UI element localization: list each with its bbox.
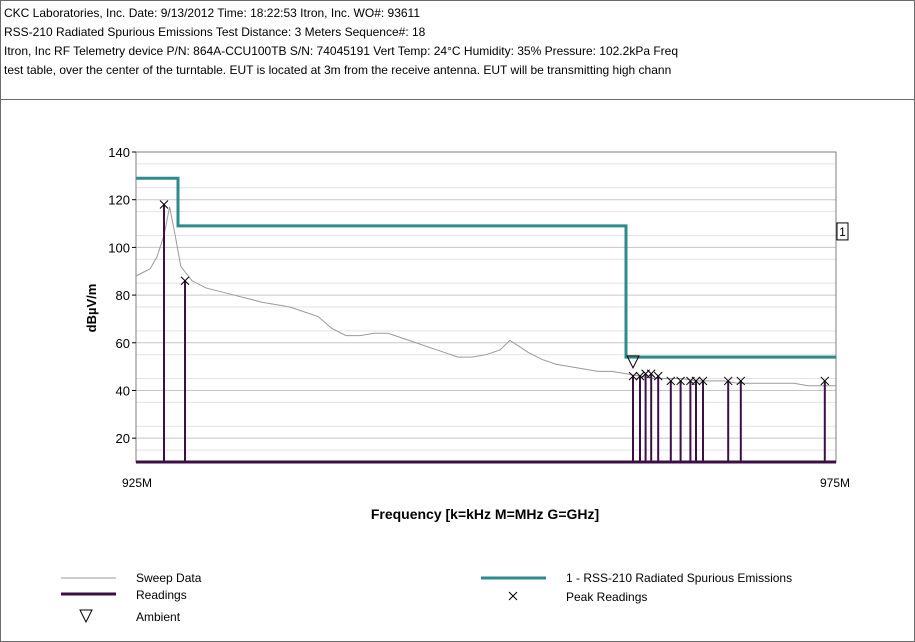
peak-reading-marker: [723, 376, 733, 386]
peak-reading-marker: [628, 371, 638, 381]
x-axis-ticks: 925M 975M: [122, 476, 850, 490]
header-line-test: RSS-210 Radiated Spurious Emissions Test…: [4, 25, 426, 39]
legend-ambient-label: Ambient: [136, 610, 181, 624]
legend-peak-marker: [508, 591, 518, 601]
peak-reading-marker: [820, 376, 830, 386]
y-tick-label: 20: [116, 431, 130, 446]
legend-sweep-label: Sweep Data: [136, 571, 202, 585]
y-tick-label: 60: [116, 336, 130, 351]
peak-reading-marker: [676, 376, 685, 386]
x-axis-label: Frequency [k=kHz M=MHz G=GHz]: [371, 506, 599, 522]
y-tick-label: 120: [108, 193, 130, 208]
y-axis-label: dBµV/m: [84, 284, 99, 333]
legend-peak-label: Peak Readings: [566, 590, 647, 604]
y-tick-label: 40: [116, 383, 130, 398]
limit-line-tag: 1: [836, 222, 849, 241]
legend-limit-label: 1 - RSS-210 Radiated Spurious Emissions: [566, 571, 792, 585]
peak-reading-marker: [736, 376, 746, 386]
limit-line-label: 1: [839, 225, 846, 239]
readings-layer: [159, 200, 830, 462]
x-tick-label: 975M: [820, 476, 850, 490]
legend-readings-label: Readings: [136, 588, 187, 602]
peak-reading-marker: [635, 371, 645, 381]
legend: Sweep Data Readings Ambient 1 - RSS-210 …: [61, 571, 792, 624]
header-line-setup: test table, over the center of the turnt…: [4, 63, 672, 77]
y-tick-label: 100: [108, 240, 130, 255]
legend-ambient-marker: [79, 609, 93, 624]
peak-reading-marker: [666, 376, 676, 386]
header-line-lab: CKC Laboratories, Inc. Date: 9/13/2012 T…: [4, 6, 421, 20]
peak-reading-marker: [653, 371, 663, 381]
peak-reading-marker: [180, 276, 190, 286]
x-tick-label: 925M: [122, 476, 152, 490]
y-axis-ticks: 20 40 60 80 100 120 140: [108, 145, 136, 446]
ambient-layer: [626, 355, 640, 369]
peak-reading-marker: [698, 376, 708, 386]
y-tick-label: 80: [116, 288, 130, 303]
report-header: CKC Laboratories, Inc. Date: 9/13/2012 T…: [1, 1, 914, 100]
limit-line: [136, 176, 836, 359]
header-line-device: Itron, Inc RF Telemetry device P/N: 864A…: [4, 44, 678, 58]
grid: [136, 151, 836, 451]
y-tick-label: 140: [108, 145, 130, 160]
ambient-marker: [626, 355, 640, 369]
sweep-data-line: [135, 206, 836, 387]
peak-reading-marker: [691, 376, 701, 386]
peak-reading-marker: [159, 200, 169, 209]
peak-reading-marker: [646, 369, 656, 379]
